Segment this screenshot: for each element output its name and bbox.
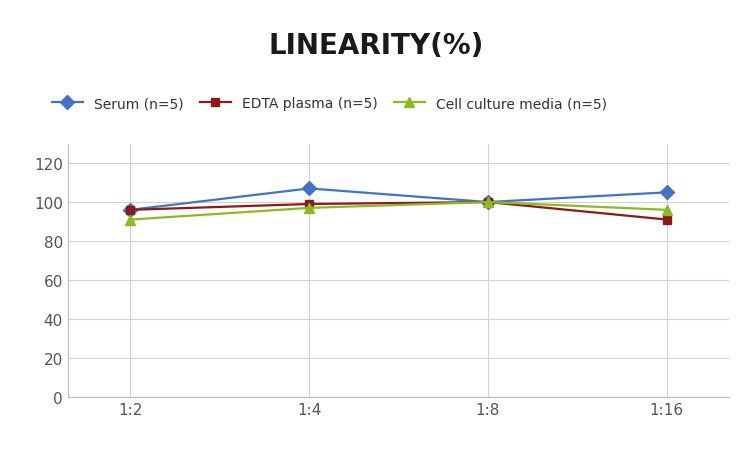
Line: Cell culture media (n=5): Cell culture media (n=5)	[126, 198, 672, 225]
Cell culture media (n=5)	[663, 207, 672, 213]
Cell culture media (n=5)	[484, 200, 493, 205]
EDTA plasma (n=5)	[484, 200, 493, 205]
Line: Serum (n=5): Serum (n=5)	[126, 184, 672, 215]
Serum (n=5)	[484, 200, 493, 205]
EDTA plasma (n=5)	[305, 202, 314, 207]
EDTA plasma (n=5)	[126, 207, 135, 213]
Line: EDTA plasma (n=5): EDTA plasma (n=5)	[126, 198, 671, 224]
Text: LINEARITY(%): LINEARITY(%)	[268, 32, 484, 60]
Serum (n=5)	[663, 190, 672, 196]
Cell culture media (n=5)	[305, 206, 314, 211]
Legend: Serum (n=5), EDTA plasma (n=5), Cell culture media (n=5): Serum (n=5), EDTA plasma (n=5), Cell cul…	[52, 97, 607, 111]
Serum (n=5)	[305, 186, 314, 192]
Cell culture media (n=5)	[126, 217, 135, 223]
Serum (n=5)	[126, 207, 135, 213]
EDTA plasma (n=5)	[663, 217, 672, 223]
